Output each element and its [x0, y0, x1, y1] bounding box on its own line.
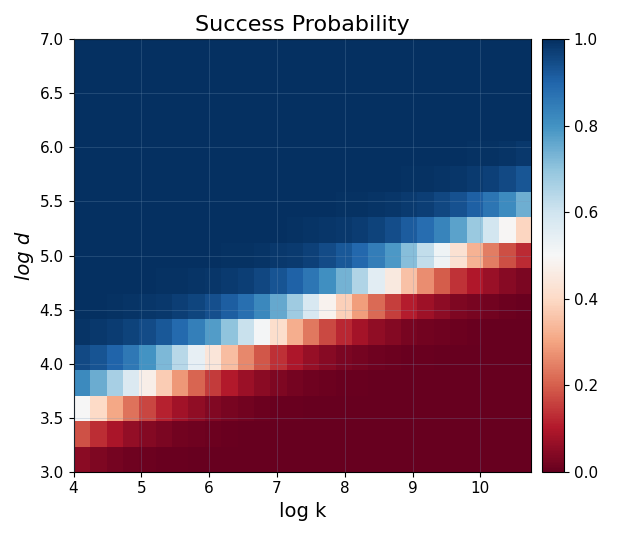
Y-axis label: log d: log d	[15, 232, 34, 280]
Title: Success Probability: Success Probability	[195, 15, 410, 35]
X-axis label: log k: log k	[278, 502, 326, 521]
